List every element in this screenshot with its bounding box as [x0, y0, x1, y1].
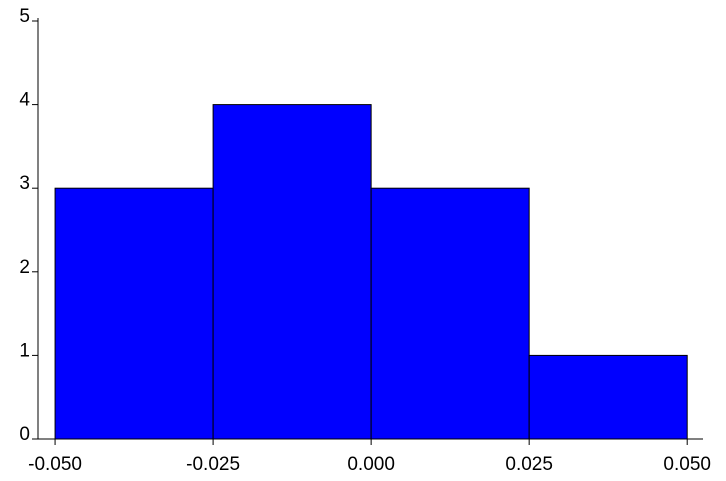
y-tick-label: 0	[19, 424, 30, 445]
chart: 0 1 2 3 4 5 -0.050 -0.025 0.000 0.025 0.050	[0, 0, 726, 481]
bar	[371, 188, 529, 439]
x-tick-label: -0.050	[28, 454, 82, 475]
y-tick-label: 1	[19, 340, 30, 361]
x-tick-label: 0.025	[505, 454, 553, 475]
y-tick-label: 4	[19, 90, 30, 111]
bar	[213, 105, 371, 439]
y-tick-label: 2	[19, 257, 30, 278]
y-tick-label: 3	[19, 173, 30, 194]
page: {"chart_data": {"type": "histogram", "bi…	[0, 0, 726, 481]
bar	[529, 355, 687, 439]
y-tick-label: 5	[19, 6, 30, 27]
bar	[55, 188, 213, 439]
x-tick-label: 0.050	[663, 454, 711, 475]
x-tick-label: 0.000	[347, 454, 395, 475]
x-tick-label: -0.025	[186, 454, 240, 475]
